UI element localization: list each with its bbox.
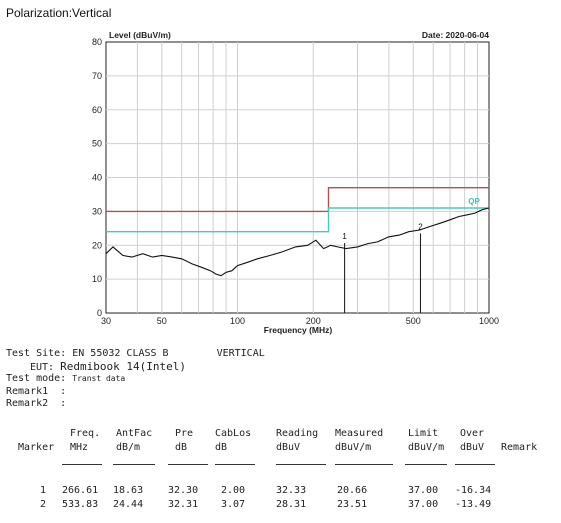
x-tick-label: 100 <box>230 316 245 326</box>
marker-label: 1 <box>342 232 347 241</box>
cell-freq: 266.61 <box>62 485 99 496</box>
col-header-marker: Marker <box>18 442 55 453</box>
col-header-freq: Freq. <box>70 428 101 439</box>
x-axis-label: Frequency (MHz) <box>264 325 333 335</box>
y-tick-label: 60 <box>92 105 102 115</box>
cell-pre: 32.30 <box>168 485 199 496</box>
col-header-pre: Pre <box>175 428 194 439</box>
y-tick-label: 50 <box>92 139 102 149</box>
col-unit-pre: dB <box>175 442 188 453</box>
cell-antfac: 18.63 <box>113 485 144 496</box>
remark1-row: Remark1: <box>6 386 265 399</box>
grid <box>106 42 489 313</box>
y-tick-label: 20 <box>92 240 102 250</box>
header-underline-measured <box>335 464 393 465</box>
header-underline-limit <box>405 464 447 465</box>
y-tick-label: 80 <box>92 37 102 47</box>
marker-lines: 12 <box>342 222 423 313</box>
test-site-label: Test Site: <box>6 348 67 359</box>
x-tick-labels: 30 50 100 200 500 1000 <box>101 316 499 326</box>
col-header-limit: Limit <box>408 428 439 439</box>
cell-measured: 23.51 <box>337 499 368 510</box>
y-tick-labels: 0 10 20 30 40 50 60 70 80 <box>92 37 102 318</box>
cell-over: -16.34 <box>455 485 492 496</box>
col-unit-freq: MHz <box>70 442 89 453</box>
cell-freq: 533.83 <box>62 499 99 510</box>
y-tick-label: 40 <box>92 173 102 183</box>
x-tick-label: 200 <box>306 316 321 326</box>
cell-antfac: 24.44 <box>113 499 144 510</box>
header-underline-cablos <box>215 464 255 465</box>
cell-limit: 37.00 <box>408 485 439 496</box>
col-header-remark: Remark <box>501 442 538 453</box>
cell-over: -13.49 <box>455 499 492 510</box>
series-limit-cyan <box>106 207 489 233</box>
test-mode-value: Transt data <box>72 374 126 383</box>
col-unit-cablos: dB <box>215 442 228 453</box>
remark2-label: Remark2 <box>6 398 49 409</box>
y-tick-label: 10 <box>92 274 102 284</box>
cell-limit: 37.00 <box>408 499 439 510</box>
eut-row: EUT: Redmibook 14(Intel) <box>6 359 265 374</box>
date-label: Date: 2020-06-04 <box>422 30 489 40</box>
table-header-bottom: Marker MHz dB/m dB dB dBuV dBuV/m dBuV/m… <box>0 442 561 456</box>
header-underline-reading <box>276 464 326 465</box>
col-header-measured: Measured <box>335 428 384 439</box>
col-header-reading: Reading <box>276 428 319 439</box>
limit-lines <box>106 186 489 233</box>
table-row: 1 266.61 18.63 32.30 2.00 32.33 20.66 37… <box>0 485 561 499</box>
test-site-row: Test Site: EN 55032 CLASS B VERTICAL <box>6 348 265 361</box>
y-tick-label: 70 <box>92 71 102 81</box>
cell-measured: 20.66 <box>337 485 368 496</box>
header-underline-pre <box>168 464 208 465</box>
eut-label: EUT: <box>30 361 55 373</box>
col-unit-over: dBuV <box>460 442 485 453</box>
remark1-colon: : <box>60 385 67 397</box>
test-info: Test Site: EN 55032 CLASS B VERTICAL EUT:… <box>6 348 265 411</box>
col-unit-reading: dBuV <box>276 442 301 453</box>
polarity-value: VERTICAL <box>216 348 265 359</box>
x-tick-label: 500 <box>406 316 421 326</box>
x-tick-label: 1000 <box>479 316 499 326</box>
x-tick-label: 30 <box>101 316 111 326</box>
remark2-row: Remark2: <box>6 398 265 411</box>
remark2-colon: : <box>60 398 67 409</box>
col-header-antfac: AntFac <box>116 428 153 439</box>
col-unit-antfac: dB/m <box>116 442 141 453</box>
test-site-value: EN 55032 CLASS B <box>72 348 169 359</box>
cell-reading: 32.33 <box>276 485 307 496</box>
y-axis-label: Level (dBuV/m) <box>109 30 171 40</box>
col-unit-measured: dBuV/m <box>335 442 372 453</box>
header-underline-freq <box>62 464 102 465</box>
y-tick-label: 0 <box>97 308 102 318</box>
qp-annotation: QP <box>468 197 480 206</box>
series-limit-red <box>106 186 489 213</box>
header-underline-antfac <box>113 464 155 465</box>
cell-marker: 2 <box>40 499 47 510</box>
measurement-trace <box>105 207 490 277</box>
header-underline-over <box>455 464 495 465</box>
cell-cablos: 3.07 <box>221 499 246 510</box>
cell-marker: 1 <box>40 485 47 496</box>
col-header-cablos: CabLos <box>215 428 252 439</box>
test-mode-label: Test mode: <box>6 373 67 384</box>
series-measurement <box>105 207 490 277</box>
cell-cablos: 2.00 <box>221 485 246 496</box>
y-tick-label: 30 <box>92 206 102 216</box>
table-row: 2 533.83 24.44 32.31 3.07 28.31 23.51 37… <box>0 499 561 513</box>
eut-value: Redmibook 14(Intel) <box>60 359 186 373</box>
polarization-heading: Polarization:Vertical <box>6 6 112 20</box>
col-unit-limit: dBuV/m <box>408 442 445 453</box>
marker-label: 2 <box>418 222 423 231</box>
test-mode-row: Test mode: Transt data <box>6 373 265 386</box>
x-tick-label: 50 <box>157 316 167 326</box>
table-header-top: Freq. AntFac Pre CabLos Reading Measured… <box>0 428 561 442</box>
cell-pre: 32.31 <box>168 499 199 510</box>
cell-reading: 28.31 <box>276 499 307 510</box>
col-header-over: Over <box>460 428 485 439</box>
remark1-label: Remark1 <box>6 385 49 397</box>
